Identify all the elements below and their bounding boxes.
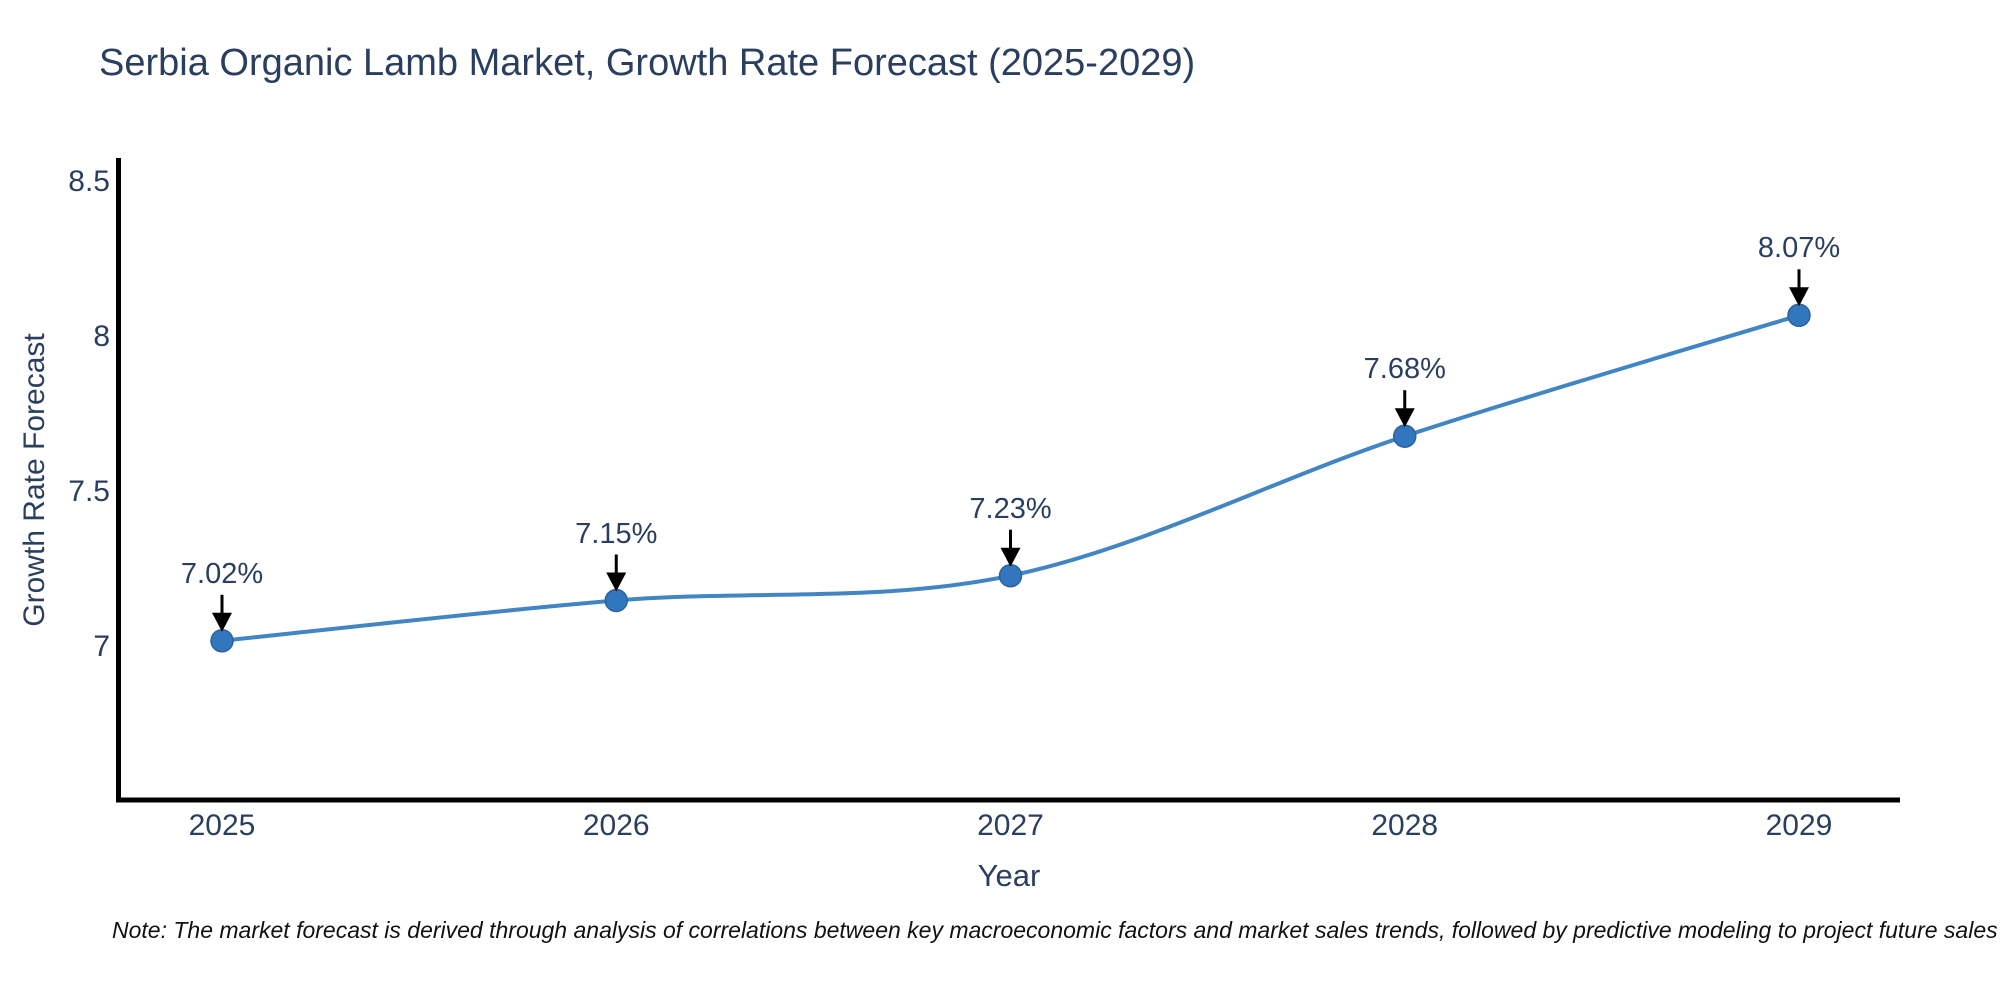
x-tick-label-2029: 2029 bbox=[1765, 809, 1833, 842]
data-point-marker-2029[interactable] bbox=[1787, 303, 1811, 328]
forecast-line bbox=[220, 313, 1801, 643]
point-annotation-2025: 7.02% bbox=[180, 557, 264, 590]
data-point-marker-2026[interactable] bbox=[604, 588, 628, 613]
point-annotation-2027: 7.23% bbox=[969, 492, 1052, 525]
point-annotation-2028: 7.68% bbox=[1363, 353, 1446, 386]
x-tick-label-2027: 2027 bbox=[977, 809, 1044, 842]
data-point-marker-2025[interactable] bbox=[210, 629, 234, 653]
y-tick-label-8.5: 8.5 bbox=[68, 165, 110, 198]
y-tick-label-7: 7 bbox=[93, 630, 110, 663]
x-tick-label-2025: 2025 bbox=[188, 809, 256, 842]
footnote: Note: The market forecast is derived thr… bbox=[112, 917, 1998, 943]
y-tick-label-8: 8 bbox=[93, 320, 110, 353]
point-annotation-2026: 7.15% bbox=[575, 517, 658, 550]
chart-title: Serbia Organic Lamb Market, Growth Rate … bbox=[99, 42, 1196, 84]
y-tick-label-7.5: 7.5 bbox=[68, 475, 110, 508]
point-annotation-2029: 8.07% bbox=[1757, 232, 1841, 265]
x-tick-label-2026: 2026 bbox=[582, 809, 650, 842]
data-point-marker-2027[interactable] bbox=[998, 563, 1023, 588]
data-point-marker-2028[interactable] bbox=[1393, 424, 1417, 448]
annotation-arrowhead-icon bbox=[606, 572, 627, 592]
x-tick-label-2028: 2028 bbox=[1371, 809, 1439, 842]
annotation-arrowhead-icon bbox=[212, 612, 232, 632]
annotation-arrowhead-icon bbox=[1789, 287, 1809, 307]
annotation-arrowhead-icon bbox=[1000, 547, 1021, 567]
annotation-arrowhead-icon bbox=[1394, 408, 1415, 428]
x-axis-title: Year bbox=[977, 858, 1041, 893]
